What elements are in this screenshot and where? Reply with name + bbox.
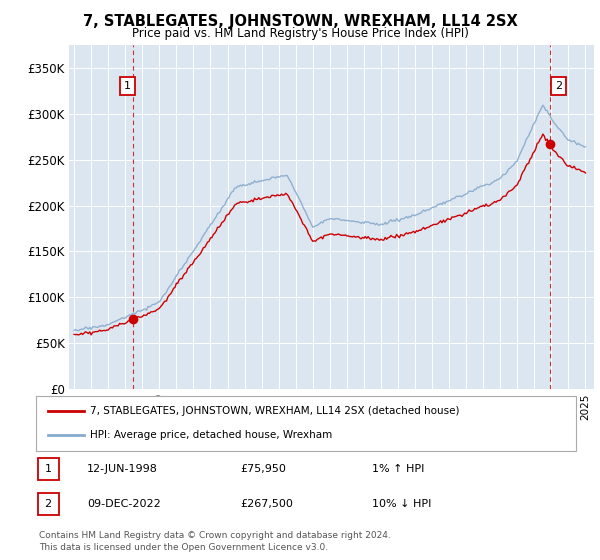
Text: 2: 2 xyxy=(555,81,562,91)
Text: 09-DEC-2022: 09-DEC-2022 xyxy=(87,499,161,509)
Text: 1: 1 xyxy=(44,464,52,474)
Text: 12-JUN-1998: 12-JUN-1998 xyxy=(87,464,158,474)
Text: HPI: Average price, detached house, Wrexham: HPI: Average price, detached house, Wrex… xyxy=(90,431,332,440)
Text: £75,950: £75,950 xyxy=(240,464,286,474)
Text: 10% ↓ HPI: 10% ↓ HPI xyxy=(372,499,431,509)
Text: Contains HM Land Registry data © Crown copyright and database right 2024.
This d: Contains HM Land Registry data © Crown c… xyxy=(39,531,391,552)
Text: Price paid vs. HM Land Registry's House Price Index (HPI): Price paid vs. HM Land Registry's House … xyxy=(131,27,469,40)
Text: 1% ↑ HPI: 1% ↑ HPI xyxy=(372,464,424,474)
Text: 1: 1 xyxy=(124,81,131,91)
Text: 2: 2 xyxy=(44,499,52,509)
Text: 7, STABLEGATES, JOHNSTOWN, WREXHAM, LL14 2SX: 7, STABLEGATES, JOHNSTOWN, WREXHAM, LL14… xyxy=(83,14,517,29)
Text: £267,500: £267,500 xyxy=(240,499,293,509)
Text: 7, STABLEGATES, JOHNSTOWN, WREXHAM, LL14 2SX (detached house): 7, STABLEGATES, JOHNSTOWN, WREXHAM, LL14… xyxy=(90,407,460,416)
